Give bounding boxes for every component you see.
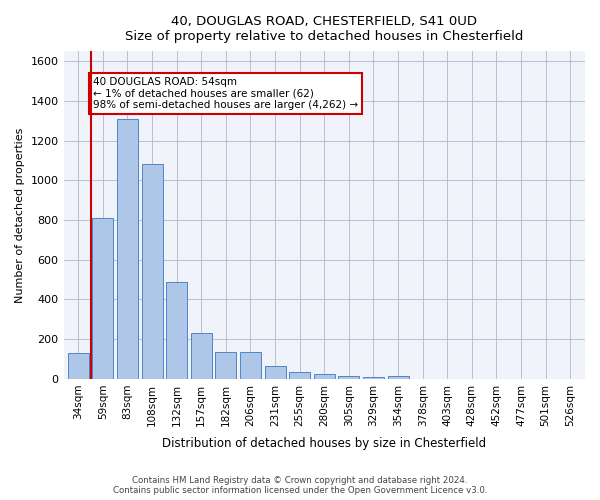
Bar bbox=[166, 282, 187, 379]
Bar bbox=[68, 353, 89, 379]
Y-axis label: Number of detached properties: Number of detached properties bbox=[15, 128, 25, 302]
Title: 40, DOUGLAS ROAD, CHESTERFIELD, S41 0UD
Size of property relative to detached ho: 40, DOUGLAS ROAD, CHESTERFIELD, S41 0UD … bbox=[125, 15, 523, 43]
Bar bbox=[117, 118, 138, 379]
Bar bbox=[92, 218, 113, 379]
Bar bbox=[240, 352, 261, 379]
Bar bbox=[363, 376, 384, 379]
Text: Contains HM Land Registry data © Crown copyright and database right 2024.
Contai: Contains HM Land Registry data © Crown c… bbox=[113, 476, 487, 495]
Bar bbox=[338, 376, 359, 379]
Bar bbox=[265, 366, 286, 379]
Bar bbox=[289, 372, 310, 379]
Bar bbox=[191, 333, 212, 379]
Bar bbox=[388, 376, 409, 379]
Bar bbox=[314, 374, 335, 379]
Bar bbox=[142, 164, 163, 379]
X-axis label: Distribution of detached houses by size in Chesterfield: Distribution of detached houses by size … bbox=[162, 437, 487, 450]
Text: 40 DOUGLAS ROAD: 54sqm
← 1% of detached houses are smaller (62)
98% of semi-deta: 40 DOUGLAS ROAD: 54sqm ← 1% of detached … bbox=[93, 77, 358, 110]
Bar bbox=[215, 352, 236, 379]
